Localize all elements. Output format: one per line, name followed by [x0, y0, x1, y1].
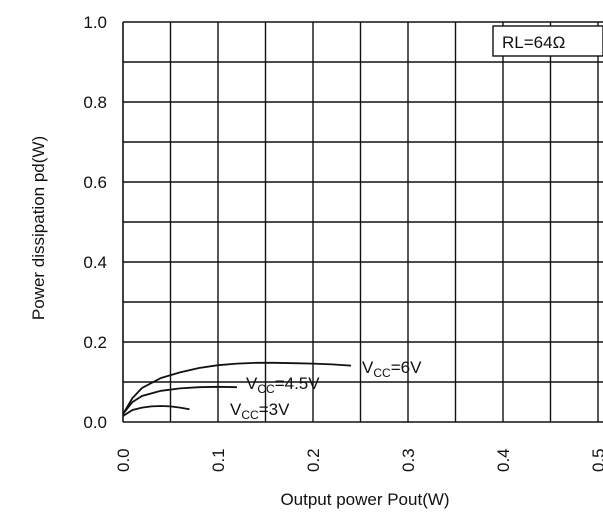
grid [122, 21, 603, 423]
y-tick-label: 0.8 [83, 93, 107, 112]
x-tick-label: 0.5 [589, 448, 603, 472]
x-tick-label: 0.0 [114, 448, 133, 472]
y-tick-label: 1.0 [83, 13, 107, 32]
y-tick-label: 0.4 [83, 253, 107, 272]
x-tick-label: 0.3 [399, 448, 418, 472]
series-group [122, 361, 352, 417]
x-axis-title: Output power Pout(W) [280, 490, 449, 509]
series-label: VCC=3V [230, 400, 290, 422]
series-line [122, 361, 352, 415]
annotation-label: RL=64Ω [502, 33, 565, 52]
y-tick-label: 0.2 [83, 333, 107, 352]
series-label: VCC=6V [362, 358, 422, 380]
y-tick-label: 0.0 [83, 413, 107, 432]
x-tick-label: 0.2 [304, 448, 323, 472]
series-label: VCC=4.5V [246, 374, 320, 396]
y-axis-title: Power dissipation pd(W) [29, 136, 48, 320]
x-tick-label: 0.4 [494, 448, 513, 472]
annotation-box [492, 25, 603, 57]
series-line [122, 385, 238, 415]
y-tick-label: 0.6 [83, 173, 107, 192]
x-tick-label: 0.1 [209, 448, 228, 472]
series-line [122, 405, 190, 417]
labels: 0.0 0.2 0.4 0.6 0.8 1.0 0.0 0.1 0.2 0.3 0.4 0.5 RL=6… [83, 13, 603, 472]
